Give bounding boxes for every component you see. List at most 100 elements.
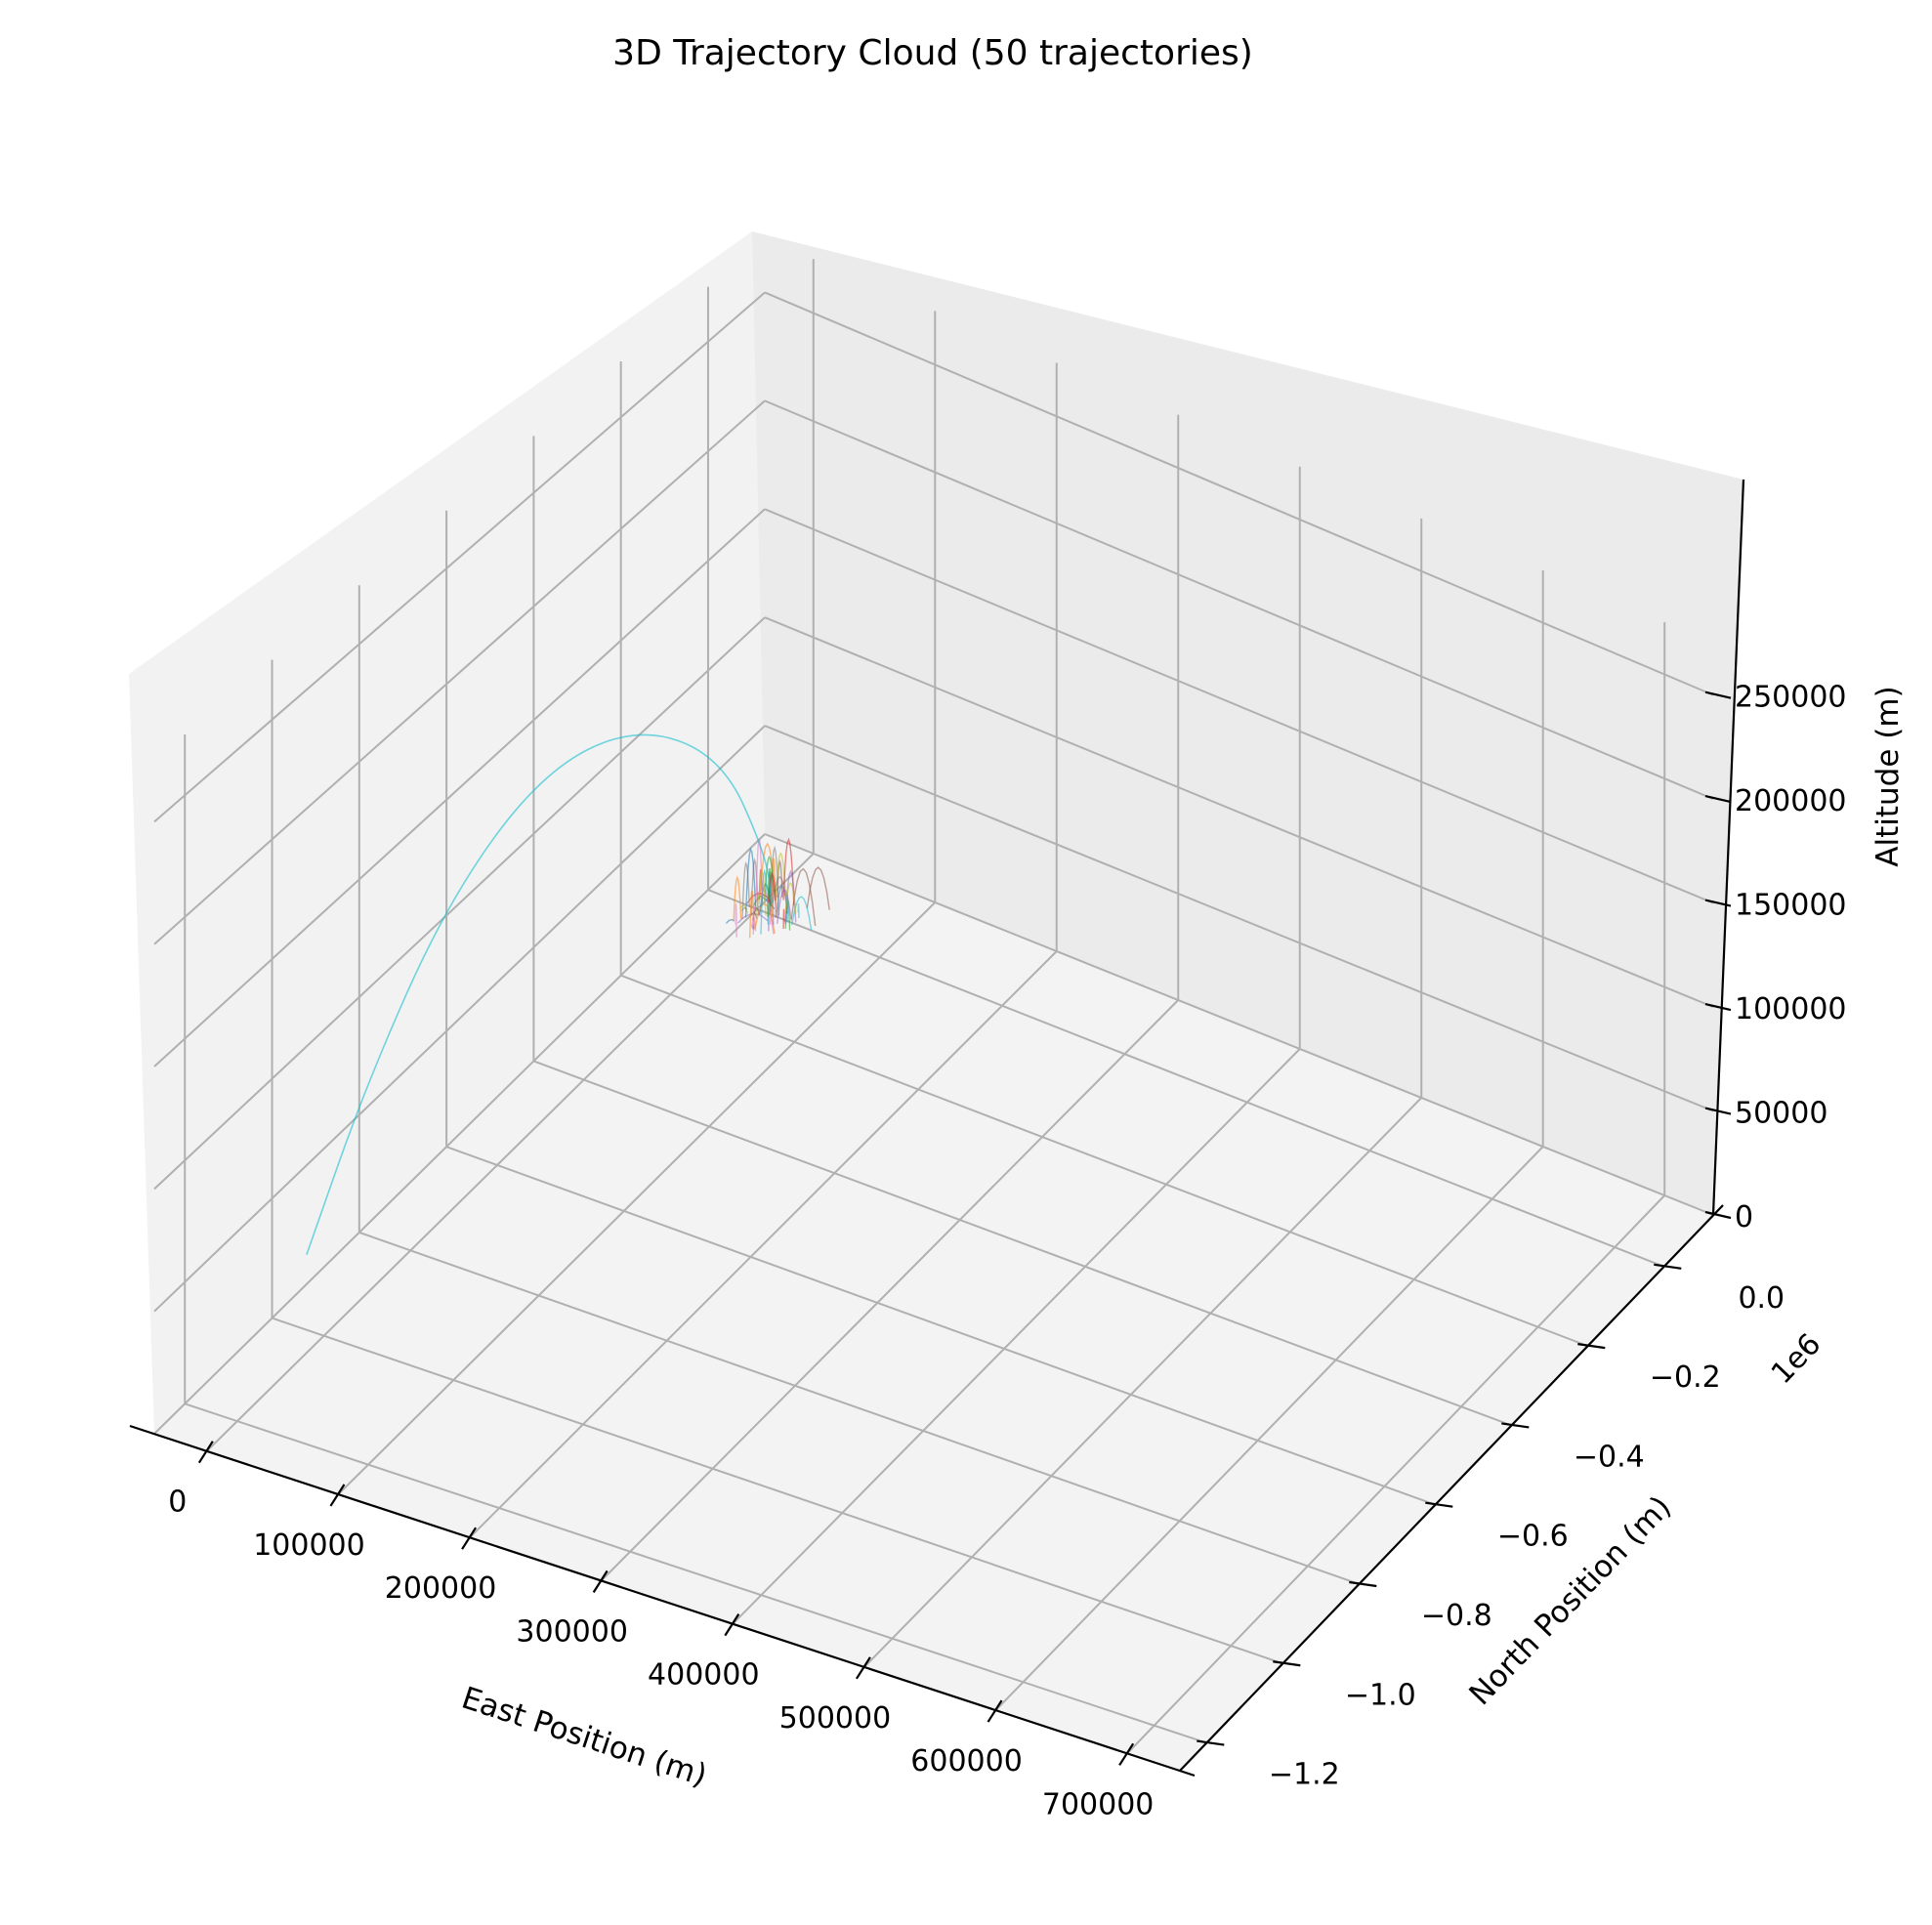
y-tick-label: 0.0 — [1738, 1281, 1785, 1316]
y-grid-line — [533, 1060, 1512, 1427]
z-axis-line — [1711, 479, 1745, 1216]
x-tick-label: 200000 — [385, 1571, 497, 1606]
y-tick-label: −0.2 — [1650, 1360, 1721, 1395]
trajectory-line — [764, 856, 775, 901]
trajectory-line — [755, 838, 763, 899]
trajectory-line — [306, 733, 774, 1256]
z-grid-line — [153, 725, 766, 1313]
back-pane — [752, 231, 1743, 1215]
z-tick-label: 100000 — [1735, 992, 1847, 1026]
z-axis-label: Altitude (m) — [1870, 686, 1906, 866]
trajectory-line — [753, 911, 758, 919]
z-grid-line — [153, 508, 766, 1067]
y-grid-line — [184, 1402, 1207, 1744]
x-tick-label: 400000 — [648, 1658, 760, 1693]
x-grid-line — [732, 1048, 1301, 1625]
x-tick-mark — [592, 1569, 609, 1593]
axes: 0100000200000300000400000500000600000700… — [129, 479, 1847, 1821]
x-tick-label: 600000 — [910, 1744, 1023, 1779]
z-grid-line — [153, 399, 766, 945]
y-tick-mark — [1273, 1660, 1301, 1667]
z-grid-line — [764, 291, 1714, 696]
x-grid-line — [469, 950, 1058, 1538]
x-axis-line — [129, 1424, 1196, 1778]
x-tick-mark — [461, 1527, 478, 1550]
x-tick-label: 700000 — [1042, 1787, 1155, 1821]
trajectory-line — [806, 866, 830, 910]
y-grid-line — [272, 1317, 1283, 1665]
x-grid-line — [1126, 1194, 1665, 1755]
y-tick-mark — [1577, 1343, 1606, 1350]
y-tick-label: −0.4 — [1574, 1440, 1645, 1474]
y-axis-offset-label: 1e6 — [1765, 1327, 1827, 1391]
chart-title: 3D Trajectory Cloud (50 trajectories) — [612, 33, 1253, 73]
y-grid-line — [620, 974, 1588, 1348]
z-grid-line — [764, 508, 1714, 904]
y-tick-mark — [1349, 1580, 1377, 1588]
z-grid-line — [764, 725, 1714, 1112]
trajectories — [306, 733, 830, 1256]
trajectory-line — [777, 888, 792, 924]
z-tick-label: 150000 — [1735, 889, 1847, 923]
trajectory-line — [744, 847, 757, 918]
x-tick-mark — [855, 1656, 871, 1680]
y-tick-mark — [1197, 1739, 1225, 1746]
grid-lines — [153, 259, 1714, 1755]
trajectory-line — [749, 890, 755, 939]
z-grid-line — [764, 399, 1714, 801]
y-tick-label: −0.6 — [1497, 1520, 1569, 1554]
x-tick-mark — [1118, 1742, 1135, 1766]
y-tick-mark — [1654, 1263, 1682, 1270]
y-tick-label: −1.2 — [1269, 1758, 1340, 1792]
trajectory-line — [740, 907, 748, 912]
trajectory-line — [733, 875, 742, 922]
trajectory-line — [741, 860, 750, 919]
trajectory-line — [735, 902, 737, 938]
z-grid-line — [153, 833, 766, 1435]
z-tick-mark — [1704, 1210, 1732, 1220]
z-tick-mark — [1704, 690, 1732, 699]
trajectory-line — [782, 908, 785, 930]
x-tick-label: 100000 — [253, 1528, 365, 1563]
x-tick-mark — [197, 1441, 214, 1464]
y-grid-line — [358, 1231, 1360, 1585]
x-axis-label: East Position (m) — [457, 1681, 711, 1794]
y-grid-line — [445, 1146, 1436, 1506]
x-grid-line — [994, 1146, 1544, 1711]
z-tick-mark — [1704, 1002, 1732, 1012]
z-tick-label: 250000 — [1735, 681, 1847, 715]
trajectory-line — [775, 852, 787, 905]
trajectory-line — [725, 919, 735, 924]
x-tick-label: 300000 — [516, 1614, 628, 1649]
x-grid-line — [863, 1097, 1422, 1668]
trajectory-line — [797, 903, 800, 918]
x-grid-line — [600, 999, 1179, 1582]
z-grid-line — [764, 833, 1714, 1216]
x-grid-line — [206, 853, 815, 1452]
x-tick-mark — [987, 1699, 1003, 1723]
x-tick-mark — [724, 1613, 740, 1637]
z-tick-mark — [1704, 1107, 1732, 1115]
z-tick-label: 200000 — [1735, 784, 1847, 818]
y-axis-label: North Position (m) — [1462, 1489, 1678, 1712]
z-tick-mark — [1704, 795, 1732, 804]
floor-pane — [154, 834, 1713, 1771]
y-grid-line — [707, 889, 1664, 1268]
x-tick-mark — [329, 1484, 346, 1507]
x-tick-label: 500000 — [779, 1701, 892, 1736]
z-tick-label: 0 — [1735, 1200, 1753, 1235]
y-tick-label: −1.0 — [1345, 1678, 1416, 1712]
z-tick-label: 50000 — [1735, 1097, 1827, 1131]
y-tick-label: −0.8 — [1421, 1599, 1492, 1633]
x-tick-label: 0 — [168, 1486, 187, 1520]
trajectory-line — [782, 837, 795, 906]
y-axis-line — [1179, 1204, 1724, 1772]
z-grid-line — [153, 291, 766, 823]
z-grid-line — [153, 616, 766, 1191]
y-tick-mark — [1425, 1501, 1453, 1508]
y-tick-mark — [1501, 1422, 1530, 1429]
z-grid-line — [764, 616, 1714, 1008]
x-grid-line — [337, 901, 936, 1495]
trajectory-line — [790, 867, 817, 927]
